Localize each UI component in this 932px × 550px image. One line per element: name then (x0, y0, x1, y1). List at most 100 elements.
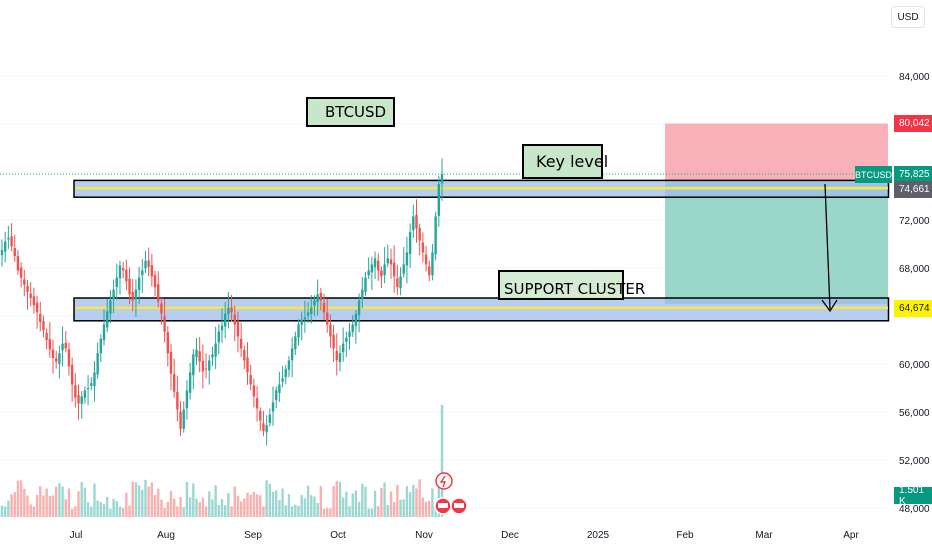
volume-bar (67, 488, 71, 517)
volume-bar (163, 507, 166, 517)
candle-body (300, 319, 303, 325)
volume-bar (354, 490, 358, 517)
y-tick-label: 84,000 (899, 72, 930, 83)
candle-body (169, 351, 173, 374)
volume-bar (262, 506, 265, 517)
candle-body (153, 275, 157, 288)
event-flash-icon[interactable] (435, 472, 453, 490)
volume-bar (201, 497, 205, 517)
volume-bar (29, 504, 32, 517)
candle-body (128, 278, 131, 295)
volume-bar (166, 502, 169, 517)
volume-bar (144, 479, 147, 517)
volume-bar (61, 486, 64, 517)
volume-bar (268, 483, 272, 517)
volume-bar (115, 500, 118, 517)
key-level-annotation[interactable]: Key level (522, 144, 608, 179)
volume-bar (147, 486, 150, 517)
candle-body (144, 260, 147, 269)
support-cluster-annotation[interactable]: SUPPORT CLUSTER (498, 270, 645, 300)
candle-body (294, 336, 297, 350)
volume-bar (19, 480, 23, 517)
candle-body (364, 277, 367, 293)
candle-body (26, 286, 29, 292)
volume-bar (42, 495, 45, 517)
candle-body (281, 378, 284, 382)
volume-bar (150, 482, 154, 517)
candle-body (147, 260, 150, 267)
candle-body (182, 409, 185, 429)
candle-body (367, 270, 370, 276)
candle-body (335, 350, 338, 361)
x-tick-label: Dec (501, 530, 519, 541)
candle-body (0, 250, 4, 255)
candle-body (259, 410, 262, 421)
y-tick-label: 60,000 (899, 360, 930, 371)
candle-body (431, 252, 434, 276)
candle-body (428, 266, 431, 276)
candle-body (262, 423, 265, 432)
candle-body (313, 300, 316, 306)
time-axis[interactable]: Jul Aug Sep Oct Nov Dec 2025 Feb Mar Apr (70, 530, 860, 541)
last-price-tag: 75,825 (894, 166, 932, 183)
candle-body (354, 313, 358, 326)
candle-body (424, 254, 428, 265)
volume-bar (265, 480, 268, 517)
candle-body (373, 258, 377, 268)
volume-bar (134, 482, 138, 517)
currency-label[interactable]: USD (891, 6, 925, 28)
candle-body (211, 354, 214, 358)
candle-body (322, 302, 326, 313)
support-cluster-zone (73, 297, 890, 322)
candle-body (90, 383, 93, 387)
volume-bar (297, 505, 300, 517)
candle-body (357, 300, 361, 316)
volume-bar (348, 506, 351, 517)
volume-bar (255, 494, 259, 517)
candle-body (55, 358, 58, 362)
candle-body (185, 390, 189, 409)
event-markers (434, 472, 468, 515)
volume-bar (239, 501, 243, 517)
volume-bar (440, 405, 444, 517)
volume-bar (7, 500, 10, 517)
candle-body (204, 368, 208, 370)
candle-body (16, 256, 20, 271)
price-axis[interactable]: 48,000 52,000 56,000 60,000 68,000 72,000 84,0… (899, 72, 930, 515)
volume-bar (399, 499, 402, 517)
candle-body (74, 385, 77, 398)
candle-body (386, 258, 389, 264)
volume-bar (179, 496, 182, 517)
candle-body (341, 343, 345, 353)
candle-body (51, 349, 55, 358)
volume-bar (230, 506, 233, 517)
volume-bar (281, 488, 284, 517)
volume-bar (80, 482, 83, 517)
volume-bar (48, 495, 52, 517)
y-tick-label: 72,000 (899, 216, 930, 227)
volume-bar (246, 492, 249, 517)
volume-bar (392, 502, 396, 517)
candle-body (112, 289, 115, 299)
volume-bar (99, 502, 103, 517)
candle-body (275, 390, 278, 400)
volume-bar (322, 508, 326, 517)
candle-body (83, 390, 87, 398)
candle-body (236, 321, 240, 337)
volume-bar (329, 508, 332, 517)
candle-body (421, 242, 425, 253)
volume-bar (13, 492, 16, 517)
support-price-tag: 64,674 (894, 300, 932, 317)
candle-body (99, 338, 103, 354)
title-annotation[interactable]: BTCUSD (306, 97, 395, 127)
candle-body (10, 236, 13, 247)
candle-body (345, 337, 348, 342)
candle-body (176, 392, 179, 410)
volume-bar (83, 487, 87, 517)
candle-body (102, 324, 106, 341)
flash-icon (439, 475, 447, 488)
volume-bar (424, 501, 428, 517)
candle-body (249, 375, 252, 385)
volume-bar (96, 500, 99, 517)
